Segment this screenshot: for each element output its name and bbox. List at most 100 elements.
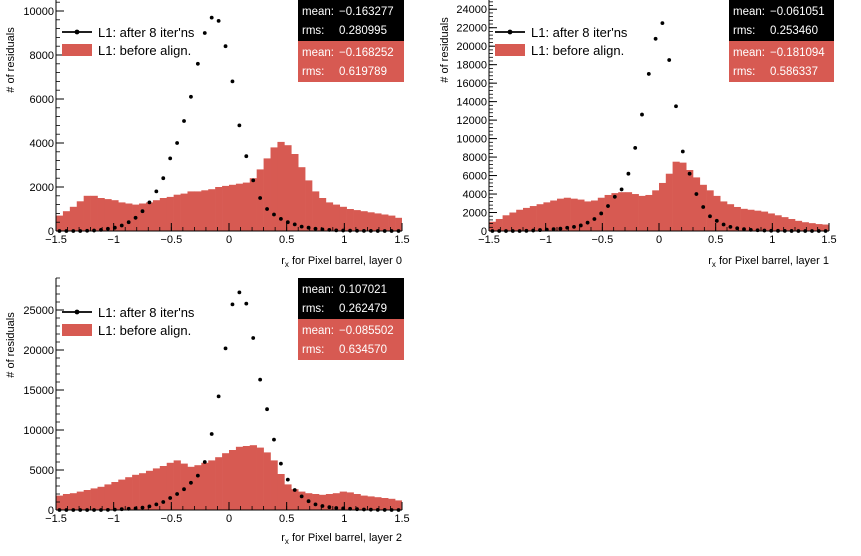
data-point (251, 336, 256, 340)
data-point (653, 36, 658, 41)
legend-before-label: L1: before align. (531, 43, 624, 58)
stats-after-rms-value: 0.280995 (339, 25, 387, 37)
data-point (721, 222, 726, 227)
data-point (558, 226, 563, 231)
histogram-bar (374, 213, 382, 231)
histogram-bar (502, 215, 510, 231)
histogram-bar (235, 446, 244, 510)
histogram-bar (305, 180, 313, 231)
histogram-bar (256, 447, 264, 510)
histogram-bar (83, 195, 91, 231)
stats-after-bg (729, 0, 834, 41)
histogram-bar (318, 494, 327, 510)
histogram-bar (332, 493, 341, 510)
x-axis-label: rx for Pixel barrel, layer 0 (281, 255, 402, 269)
histogram-bar (489, 221, 497, 231)
legend-after-label: L1: after 8 iter'ns (98, 305, 195, 320)
histogram-bar (346, 492, 354, 510)
stats-before-bg (298, 41, 404, 82)
data-point (126, 220, 131, 225)
histogram-bar (145, 202, 154, 231)
data-point (599, 211, 604, 216)
legend-before-label: L1: before align. (98, 323, 191, 338)
histogram-bar (270, 460, 278, 510)
data-point (334, 228, 339, 233)
data-point (292, 222, 297, 227)
data-point (258, 196, 263, 200)
histogram-bar (312, 191, 320, 231)
histogram-bar (104, 199, 112, 231)
y-tick-label: 16000 (456, 78, 487, 90)
histogram-bar (788, 218, 796, 231)
histogram-bar (740, 208, 748, 231)
data-point (237, 290, 242, 295)
stats-after-mean-value: 0.107021 (339, 284, 387, 296)
histogram-bar (159, 198, 168, 231)
histogram-bar (495, 218, 503, 231)
legend: L1: after 8 iter'ns L1: before align. (62, 25, 195, 58)
y-tick-label: 22000 (456, 23, 487, 35)
y-tick-label: 6000 (30, 94, 54, 106)
histogram-bar (550, 200, 558, 231)
histogram-bar (325, 202, 334, 231)
stats-box: mean: −0.061051 rms: 0.253460 mean: −0.181094… (729, 0, 834, 82)
histogram-bar (381, 498, 389, 510)
histogram-bar (822, 224, 829, 231)
histogram-before-align (56, 141, 402, 231)
chart-panel-layer1: 0 2000 4000 6000 8000 10000 12000 14000 16000 180… (439, 0, 837, 269)
histogram-bar (339, 491, 347, 510)
histogram-bar (277, 474, 285, 510)
x-tick-label: −1 (539, 234, 552, 246)
data-point (244, 154, 249, 159)
legend-before-swatch (62, 324, 92, 336)
stats-before-mean-value: −0.085502 (339, 325, 394, 337)
data-point (313, 502, 318, 507)
legend-before-swatch (62, 44, 92, 56)
histogram-bar (815, 224, 823, 231)
data-point (633, 145, 638, 150)
histogram-bar (604, 194, 612, 231)
histogram-bar (97, 486, 105, 510)
y-tick-label: 8000 (30, 50, 54, 62)
histogram-bar (56, 215, 64, 231)
histogram-bar (774, 215, 782, 231)
data-point (551, 227, 556, 232)
y-axis-label: # of residuals (5, 312, 17, 378)
data-point (313, 226, 318, 231)
histogram-bar (111, 200, 119, 231)
histogram-bar (180, 193, 188, 231)
histogram-bar (208, 189, 216, 231)
histogram-bar (645, 194, 653, 231)
stats-before-mean-label: mean: (733, 47, 765, 59)
data-point (334, 506, 339, 510)
stats-before-rms-value: 0.619789 (339, 66, 387, 78)
stats-before-bg (729, 41, 834, 82)
data-point (175, 141, 180, 145)
x-tick-label: −1 (107, 513, 120, 525)
x-tick-label: 1.5 (821, 234, 836, 246)
data-point (189, 480, 193, 485)
data-point (272, 437, 276, 442)
data-point (728, 224, 733, 229)
stats-after-bg (298, 0, 404, 41)
histogram-bar (194, 191, 202, 231)
x-tick-label: −0.5 (591, 234, 613, 246)
data-point (182, 119, 186, 123)
histogram-bar (584, 201, 592, 231)
histogram-bar (152, 200, 161, 231)
data-point (106, 226, 110, 231)
histogram-bar (591, 200, 599, 231)
y-tick-label: 10000 (456, 134, 487, 146)
stats-before-bg (298, 319, 404, 360)
histogram-bar (638, 195, 646, 231)
histogram-bar (187, 191, 195, 231)
histogram-bar (256, 169, 264, 231)
histogram-bar (229, 184, 237, 231)
stats-after-rms-label: rms: (302, 25, 324, 37)
histogram-bar (159, 466, 168, 510)
y-tick-label: 0 (481, 226, 487, 238)
legend: L1: after 8 iter'ns L1: before align. (62, 305, 195, 338)
y-tick-label: 4000 (463, 189, 487, 201)
data-point (182, 487, 186, 492)
histogram-bar (625, 192, 633, 231)
